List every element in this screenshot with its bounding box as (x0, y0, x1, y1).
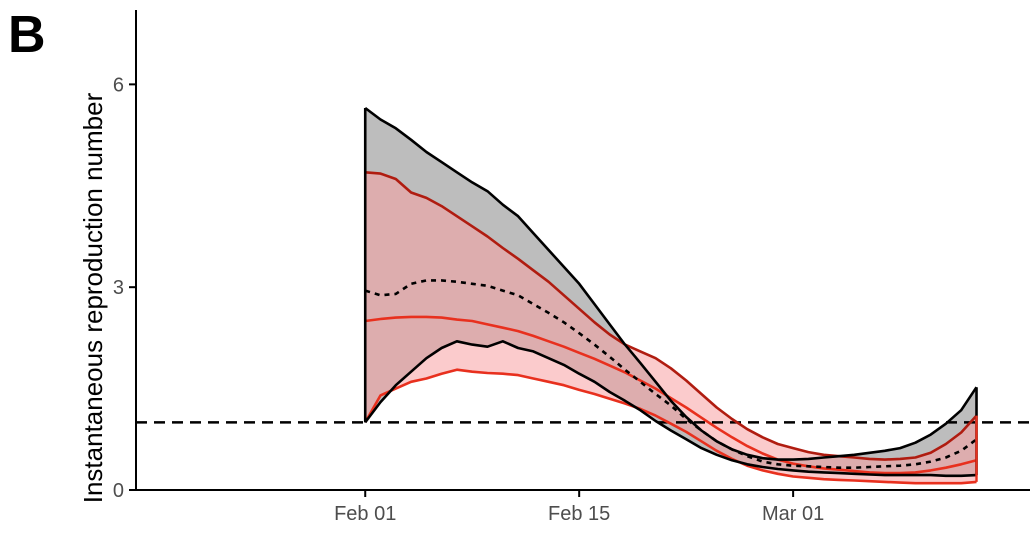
x-tick-label: Mar 01 (762, 503, 824, 525)
x-tick-label: Feb 15 (548, 503, 610, 525)
black-upper-line (364, 106, 978, 461)
red-upper-line (365, 171, 978, 461)
y-tick-label: 0 (113, 480, 124, 502)
axes: 0 3 6 Feb 01 Feb 15 Mar 01 (113, 10, 1030, 525)
x-tick-label: Feb 01 (334, 503, 396, 525)
y-tick-label: 3 (113, 277, 124, 299)
y-axis-label: Instantaneous reproduction number (78, 92, 108, 503)
panel-label: B (8, 6, 46, 64)
red-median-line (365, 315, 977, 475)
red-lower-line (364, 368, 977, 485)
black-lower-line (364, 339, 977, 478)
plot-area (136, 106, 1030, 485)
y-tick-label: 6 (113, 74, 124, 96)
band-red (365, 172, 977, 484)
